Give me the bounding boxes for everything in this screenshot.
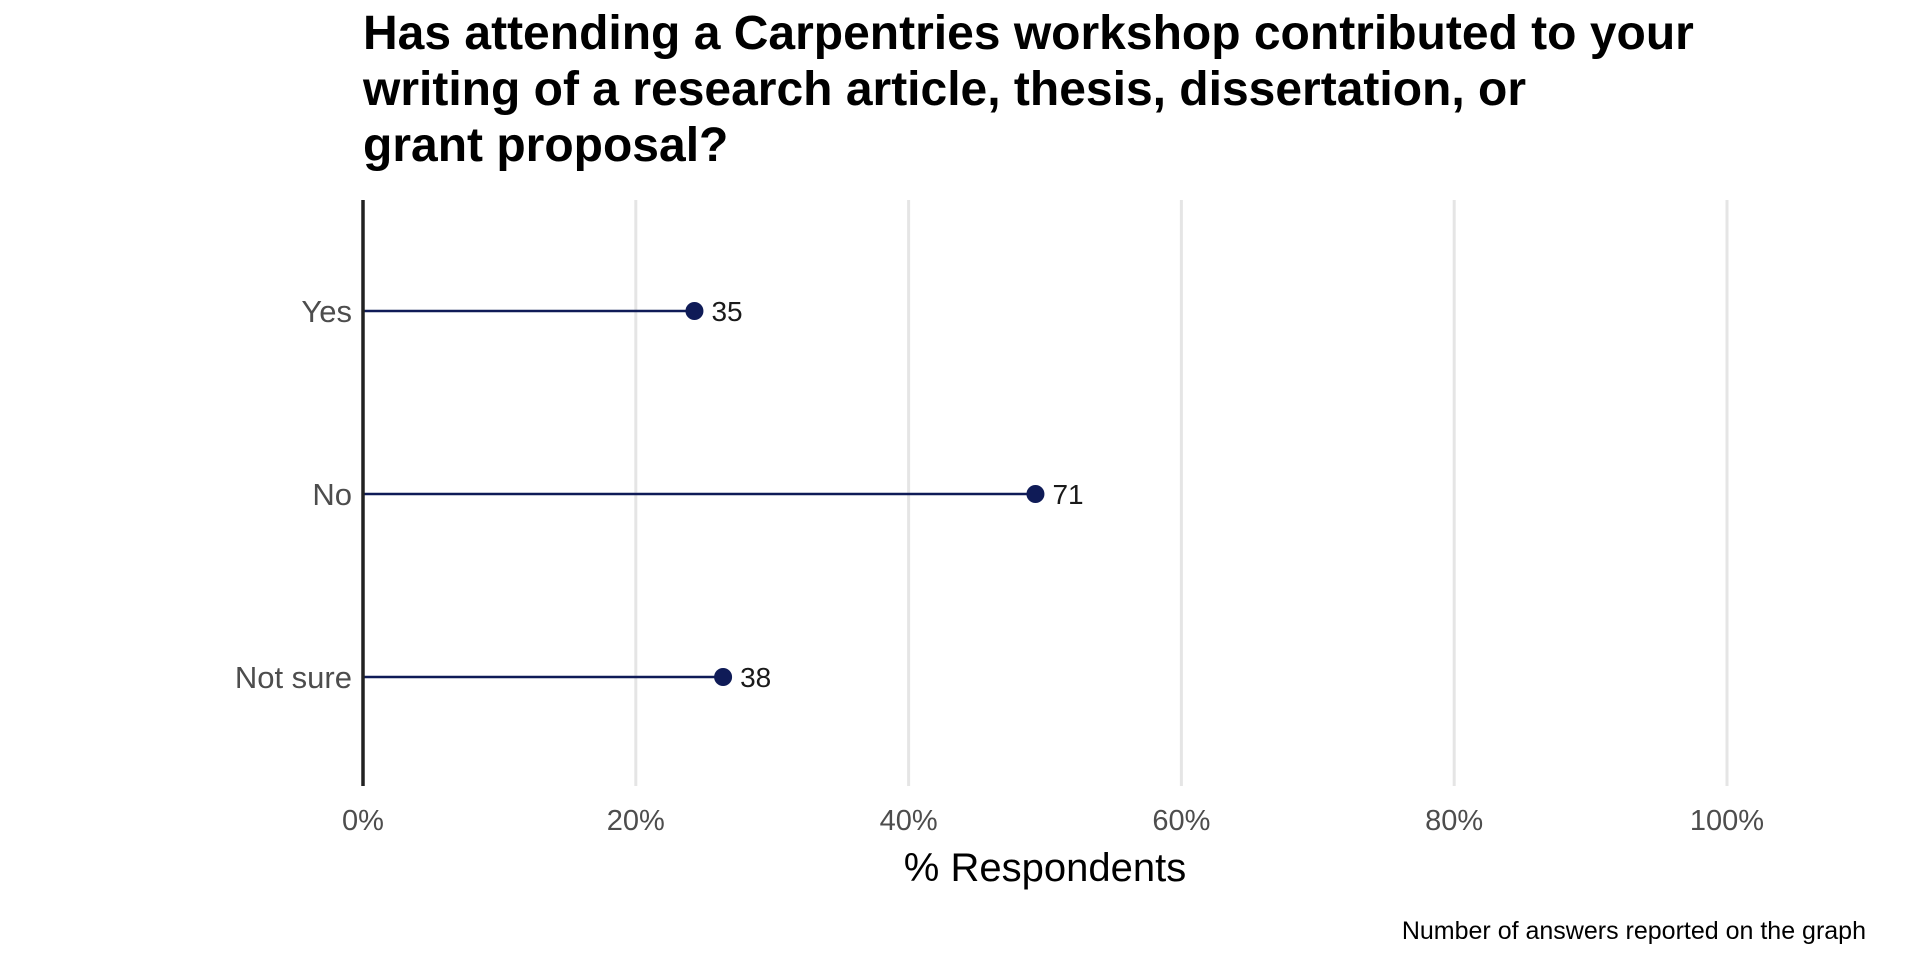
- lollipop-point-not-sure: [714, 668, 733, 686]
- y-axis-ticks: Yes No Not sure: [235, 294, 352, 695]
- x-tick-label-20: 20%: [607, 805, 665, 837]
- x-tick-label-60: 60%: [1152, 805, 1210, 837]
- data-labels: 35 71 38: [711, 296, 1083, 693]
- x-tick-label-100: 100%: [1690, 805, 1764, 837]
- x-tick-label-40: 40%: [880, 805, 938, 837]
- y-tick-label-not-sure: Not sure: [235, 660, 352, 695]
- lollipop-points: [685, 302, 1045, 686]
- x-tick-label-80: 80%: [1425, 805, 1483, 837]
- chart-caption: Number of answers reported on the graph: [1402, 917, 1866, 945]
- x-tick-label-0: 0%: [342, 805, 384, 837]
- chart-title: Has attending a Carpentries workshop con…: [363, 7, 1694, 172]
- x-axis-ticks: 0% 20% 40% 60% 80% 100%: [342, 805, 1764, 837]
- data-label-not-sure: 38: [740, 662, 771, 693]
- lollipop-point-yes: [685, 302, 704, 320]
- lollipop-stems: [363, 309, 1036, 679]
- y-tick-label-no: No: [312, 477, 352, 512]
- lollipop-point-no: [1026, 485, 1045, 503]
- data-label-no: 71: [1052, 479, 1083, 510]
- gridlines: [634, 200, 1729, 786]
- x-axis-title: % Respondents: [904, 846, 1186, 890]
- data-label-yes: 35: [711, 296, 742, 327]
- y-tick-label-yes: Yes: [301, 294, 352, 329]
